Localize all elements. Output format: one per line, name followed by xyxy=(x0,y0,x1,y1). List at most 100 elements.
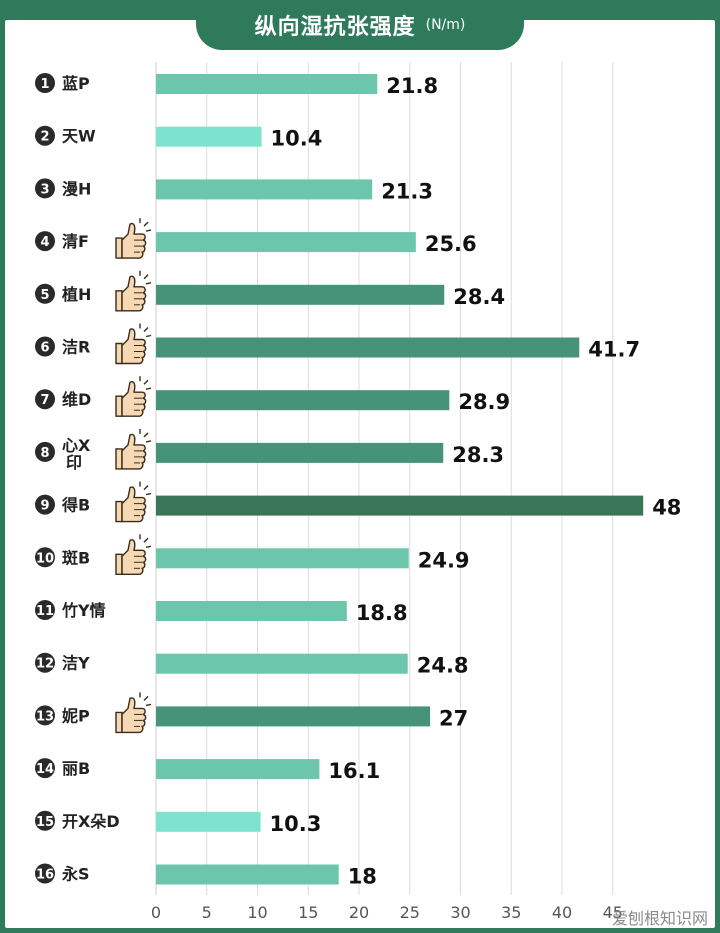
rank-badge xyxy=(35,336,55,357)
rank-number: 8 xyxy=(40,446,49,461)
category-label: 永S xyxy=(61,865,90,884)
rank-badge xyxy=(35,758,55,779)
bar-value-label: 10.3 xyxy=(270,812,322,836)
bar xyxy=(156,548,409,569)
bar xyxy=(156,284,445,305)
thumbs-up-icon xyxy=(115,218,152,259)
rank-number: 2 xyxy=(40,130,49,145)
bar xyxy=(156,864,339,885)
rank-number: 1 xyxy=(40,77,49,92)
x-tick-label: 25 xyxy=(400,903,420,922)
bar xyxy=(156,390,450,411)
rank-badge xyxy=(35,125,55,146)
rank-number: 14 xyxy=(36,762,54,777)
rank-badge xyxy=(35,547,55,568)
x-tick-label: 35 xyxy=(501,903,521,922)
category-label: 植H xyxy=(61,285,91,304)
rank-number: 15 xyxy=(36,815,54,830)
bar-value-label: 24.9 xyxy=(418,548,470,572)
chart-title: 纵向湿抗张强度 xyxy=(254,15,416,40)
category-label: 心X 印 xyxy=(62,436,91,472)
chart-unit: (N/m) xyxy=(425,17,466,33)
bar-value-label: 18.8 xyxy=(356,601,408,625)
rank-badge xyxy=(35,283,55,304)
rank-badge xyxy=(35,705,55,726)
rank-badge xyxy=(35,441,55,462)
bar xyxy=(156,811,261,832)
x-tick-label: 40 xyxy=(552,903,572,922)
bar-value-label: 16.1 xyxy=(328,759,380,783)
rank-number: 12 xyxy=(36,657,54,672)
bar-value-label: 28.3 xyxy=(452,443,504,467)
bar-value-label: 18 xyxy=(348,865,377,889)
bar-value-label: 24.8 xyxy=(417,654,469,678)
category-label: 漫H xyxy=(62,179,91,198)
thumbs-up-icon xyxy=(115,534,152,575)
watermark-text: 爱刨根知识网 xyxy=(611,909,708,928)
category-label: 洁Y xyxy=(62,654,90,673)
x-tick-label: 45 xyxy=(603,903,623,922)
thumbs-up-icon xyxy=(115,692,152,734)
category-label: 蓝P xyxy=(62,74,90,93)
rank-badge xyxy=(35,73,55,93)
category-label: 竹Y情 xyxy=(61,601,106,620)
category-label: 洁R xyxy=(62,338,90,357)
thumbs-up-icon xyxy=(115,376,152,417)
rank-number: 4 xyxy=(40,235,49,250)
chart-card xyxy=(5,20,715,928)
thumbs-up-icon xyxy=(115,270,152,312)
rank-number: 16 xyxy=(36,868,54,883)
bar xyxy=(156,759,320,780)
bar-value-label: 25.6 xyxy=(425,232,477,256)
x-tick-label: 30 xyxy=(450,903,470,922)
category-label: 天W xyxy=(62,127,96,146)
rank-badge xyxy=(35,810,55,831)
rank-badge xyxy=(35,178,55,199)
category-label: 开X朵D xyxy=(62,812,120,831)
bar-value-label: 21.8 xyxy=(386,74,438,98)
bar xyxy=(156,442,444,463)
rank-number: 6 xyxy=(40,341,49,356)
bar xyxy=(156,337,580,358)
rank-badge xyxy=(35,494,55,515)
category-label: 妮P xyxy=(61,706,90,725)
thumbs-up-icon xyxy=(115,323,152,365)
category-label: 斑B xyxy=(62,548,90,567)
category-label: 维D xyxy=(62,390,91,409)
bar xyxy=(156,495,644,516)
bar xyxy=(156,653,408,674)
rank-number: 13 xyxy=(36,709,54,724)
bar-value-label: 41.7 xyxy=(588,338,640,362)
rank-number: 10 xyxy=(36,551,54,566)
thumbs-up-icon xyxy=(115,428,152,470)
bar xyxy=(156,74,378,94)
bar-value-label: 48 xyxy=(652,496,681,520)
x-tick-label: 20 xyxy=(349,903,369,922)
bar-value-label: 21.3 xyxy=(381,179,433,203)
bar-value-label: 10.4 xyxy=(271,127,323,151)
bar xyxy=(156,126,262,147)
x-tick-label: 0 xyxy=(151,903,161,922)
rank-number: 11 xyxy=(36,604,54,619)
bar xyxy=(156,232,416,253)
x-tick-label: 10 xyxy=(247,903,267,922)
bar xyxy=(156,706,431,727)
rank-number: 7 xyxy=(40,393,49,408)
rank-badge xyxy=(35,652,55,673)
rank-number: 3 xyxy=(40,182,49,197)
bar xyxy=(156,601,347,621)
rank-badge xyxy=(35,389,55,410)
bar-value-label: 28.4 xyxy=(453,285,505,309)
category-label: 丽B xyxy=(62,759,90,778)
rank-number: 5 xyxy=(40,288,49,303)
bar xyxy=(156,179,373,200)
chart-title-banner: 纵向湿抗张强度 (N/m) xyxy=(196,0,524,50)
rank-badge xyxy=(35,600,55,620)
thumbs-up-icon xyxy=(115,481,152,523)
category-label: 清F xyxy=(62,232,89,251)
bar-value-label: 28.9 xyxy=(458,390,510,414)
category-label: 得B xyxy=(61,496,90,515)
rank-badge xyxy=(35,863,55,884)
rank-number: 9 xyxy=(40,499,49,514)
